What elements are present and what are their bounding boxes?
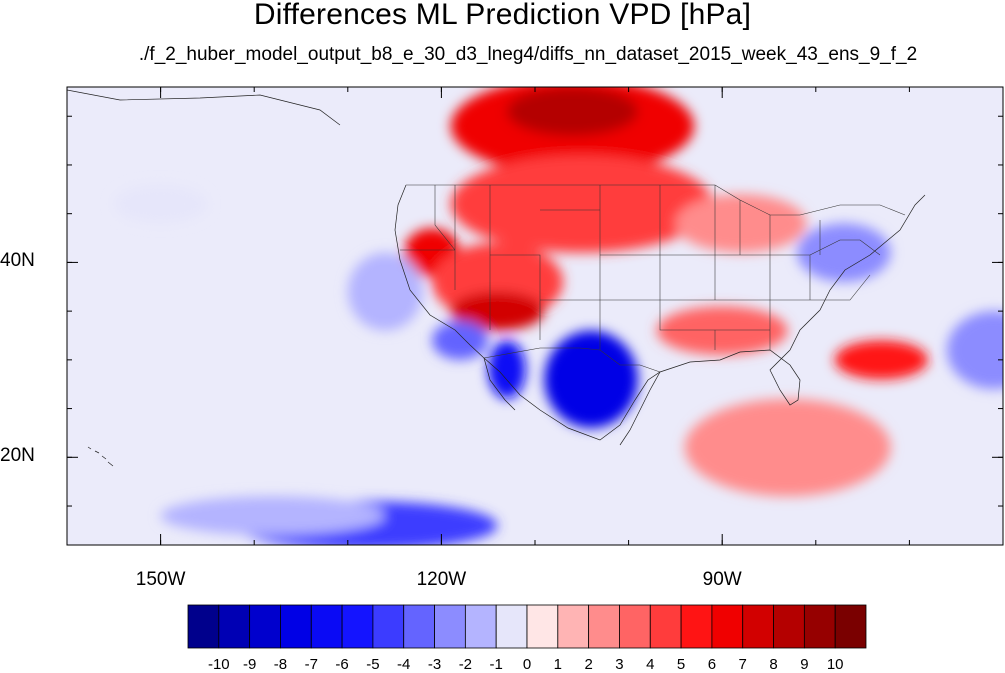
map-subtitle: ./f_2_huber_model_output_b8_e_30_d3_lneg… xyxy=(138,44,918,65)
baja-coastline xyxy=(483,357,516,411)
canada-border xyxy=(406,184,906,216)
field-great-lakes-warm xyxy=(675,194,807,253)
map-plot-area xyxy=(67,87,1003,545)
colorbar-swatch xyxy=(341,604,374,649)
state-borders xyxy=(400,184,906,373)
colorbar-swatch xyxy=(187,604,220,649)
colorbar-label: -1 xyxy=(489,656,503,673)
colorbar-swatch xyxy=(557,604,590,649)
colorbar-swatch xyxy=(218,604,251,649)
colorbar-label: 9 xyxy=(800,656,809,673)
field-east-coast-cool xyxy=(797,223,891,282)
colorbar-swatch xyxy=(742,604,774,649)
colorbar-label: 0 xyxy=(522,656,532,673)
colorbar-swatch xyxy=(249,604,281,649)
colorbar-label: 8 xyxy=(769,656,778,673)
colorbar-swatch xyxy=(773,604,805,649)
colorbar-label: -8 xyxy=(273,656,288,673)
field-southeast-warm xyxy=(656,306,788,355)
lon-label-2: 90W xyxy=(702,569,742,590)
colorbar-swatch xyxy=(464,604,497,649)
field-northern-plains-warm xyxy=(450,155,713,253)
colorbar-label: -7 xyxy=(304,656,318,673)
colorbar-swatch xyxy=(711,604,744,649)
colorbar-swatch xyxy=(834,604,867,649)
hawaii-islands xyxy=(87,446,114,467)
alaska-coastline xyxy=(67,89,341,126)
colorbar-swatch xyxy=(403,604,435,649)
colorbar-label: 7 xyxy=(738,656,747,673)
lat-label-1: 20N xyxy=(0,445,35,467)
colorbar-swatch xyxy=(649,604,682,649)
field-atlantic-warm xyxy=(834,340,929,380)
field-mexico-cool xyxy=(544,330,638,429)
colorbar-label: -10 xyxy=(207,656,230,673)
colorbar-swatch xyxy=(280,604,312,649)
colorbar-label: -6 xyxy=(335,656,349,673)
colorbar-label: -2 xyxy=(458,656,473,673)
colorbar-swatch xyxy=(526,604,559,649)
colorbar-label: 1 xyxy=(553,656,562,673)
colorbar-label: 10 xyxy=(826,656,844,673)
field-pacific-west-cool xyxy=(113,184,208,224)
colorbar-swatch xyxy=(434,604,466,649)
colorbar-label: 3 xyxy=(615,656,624,673)
colorbar-label: 6 xyxy=(707,656,717,673)
map-ticks xyxy=(66,87,1004,545)
mexico-gulf-coastline xyxy=(619,371,661,446)
field-pacific-band-cool xyxy=(160,496,386,536)
colorbar-swatch xyxy=(310,604,343,649)
us-coastline xyxy=(394,184,926,441)
colorbar-swatch xyxy=(619,604,651,649)
field-desert-sw-warm xyxy=(450,291,545,331)
colorbar-swatch xyxy=(803,604,836,649)
field-calif-coast-cool xyxy=(432,320,489,360)
colorbar-swatch xyxy=(588,604,620,649)
colorbar-swatch xyxy=(372,604,405,649)
coastlines xyxy=(67,89,926,467)
colorbar-swatch xyxy=(495,604,528,649)
colorbar-label: 5 xyxy=(676,656,686,673)
lon-label-0: 150W xyxy=(135,569,186,590)
lat-label-0: 40N xyxy=(0,250,35,272)
field-canada-north-core xyxy=(506,87,638,136)
colorbar-label: 4 xyxy=(646,656,655,673)
colorbar-label: 2 xyxy=(584,656,593,673)
field-atlantic-east-cool xyxy=(946,311,1003,390)
field-baja-cool xyxy=(488,340,526,399)
colorbar-label: -5 xyxy=(366,656,380,673)
colorbar-label: -3 xyxy=(427,656,442,673)
map-title: Differences ML Prediction VPD [hPa] xyxy=(253,0,752,31)
colorbar-label: -9 xyxy=(242,656,257,673)
state-lines xyxy=(400,185,881,350)
colorbar-swatch xyxy=(680,604,713,649)
lon-label-1: 120W xyxy=(416,569,467,590)
colorbar-label: -4 xyxy=(397,656,411,673)
colorbar xyxy=(187,604,867,649)
field-caribbean-warm xyxy=(684,398,891,497)
